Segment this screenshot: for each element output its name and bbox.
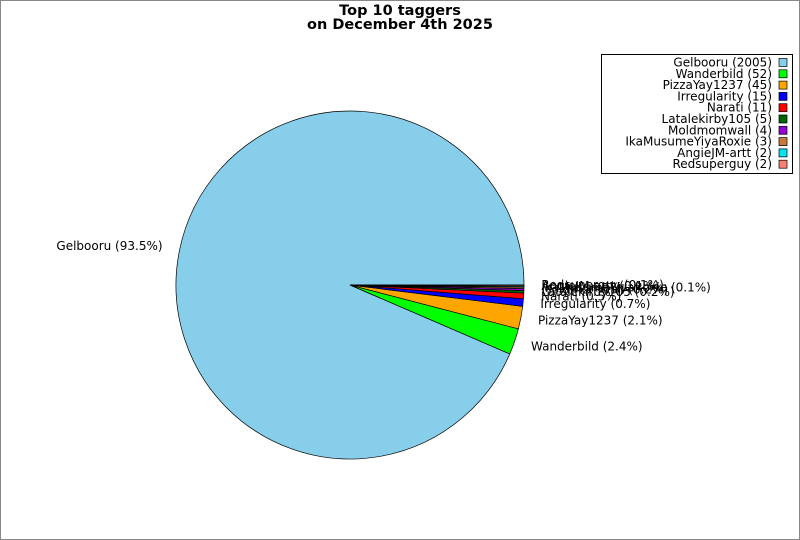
legend-label: Wanderbild (52) — [676, 67, 772, 81]
legend-swatch — [778, 69, 788, 79]
slice-label: Gelbooru (93.5%) — [56, 239, 162, 253]
chart-subtitle: on December 4th 2025 — [307, 17, 493, 33]
slice-label: Irregularity (0.7%) — [540, 297, 650, 311]
slice-label: Latalekirby105 (0.2%) — [541, 285, 674, 299]
chart-title: Top 10 taggers — [339, 3, 461, 19]
legend-label: Gelbooru (2005) — [673, 56, 772, 70]
pie-slice — [349, 284, 525, 287]
legend-swatch — [778, 125, 788, 135]
slice-label: IkaMusumeYiyaRoxie (0.1%) — [541, 281, 710, 295]
legend-swatch — [778, 148, 788, 158]
legend-swatch — [778, 114, 788, 124]
legend-label: PizzaYay1237 (45) — [663, 78, 772, 92]
legend-swatch — [778, 137, 788, 146]
slice-label: Moldmomwall (0.2%) — [541, 283, 668, 297]
legend-label: Moldmomwall (4) — [668, 123, 772, 137]
legend-swatch — [778, 58, 788, 67]
legend-label: IkaMusumeYiyaRoxie (3) — [625, 135, 772, 149]
legend-swatch — [778, 159, 788, 169]
legend-label: Latalekirby105 (5) — [662, 112, 772, 126]
slice-label: Wanderbild (2.4%) — [531, 340, 643, 354]
legend-swatch — [778, 92, 788, 101]
legend-box — [601, 54, 793, 174]
legend-label: Redsuperguy (2) — [672, 157, 772, 171]
slice-label: AngieJM-artt (0.1%) — [541, 279, 659, 293]
legend-label: Narati (11) — [707, 101, 772, 115]
legend-swatch — [778, 80, 788, 90]
slice-label: Redsuperguy (0.1%) — [541, 278, 663, 292]
slice-label: PizzaYay1237 (2.1%) — [538, 313, 663, 327]
legend-label: AngieJM-artt (2) — [677, 146, 772, 160]
legend-swatch — [778, 103, 788, 113]
legend-label: Irregularity (15) — [677, 89, 772, 103]
slice-label: Narati (0.5%) — [541, 290, 621, 304]
